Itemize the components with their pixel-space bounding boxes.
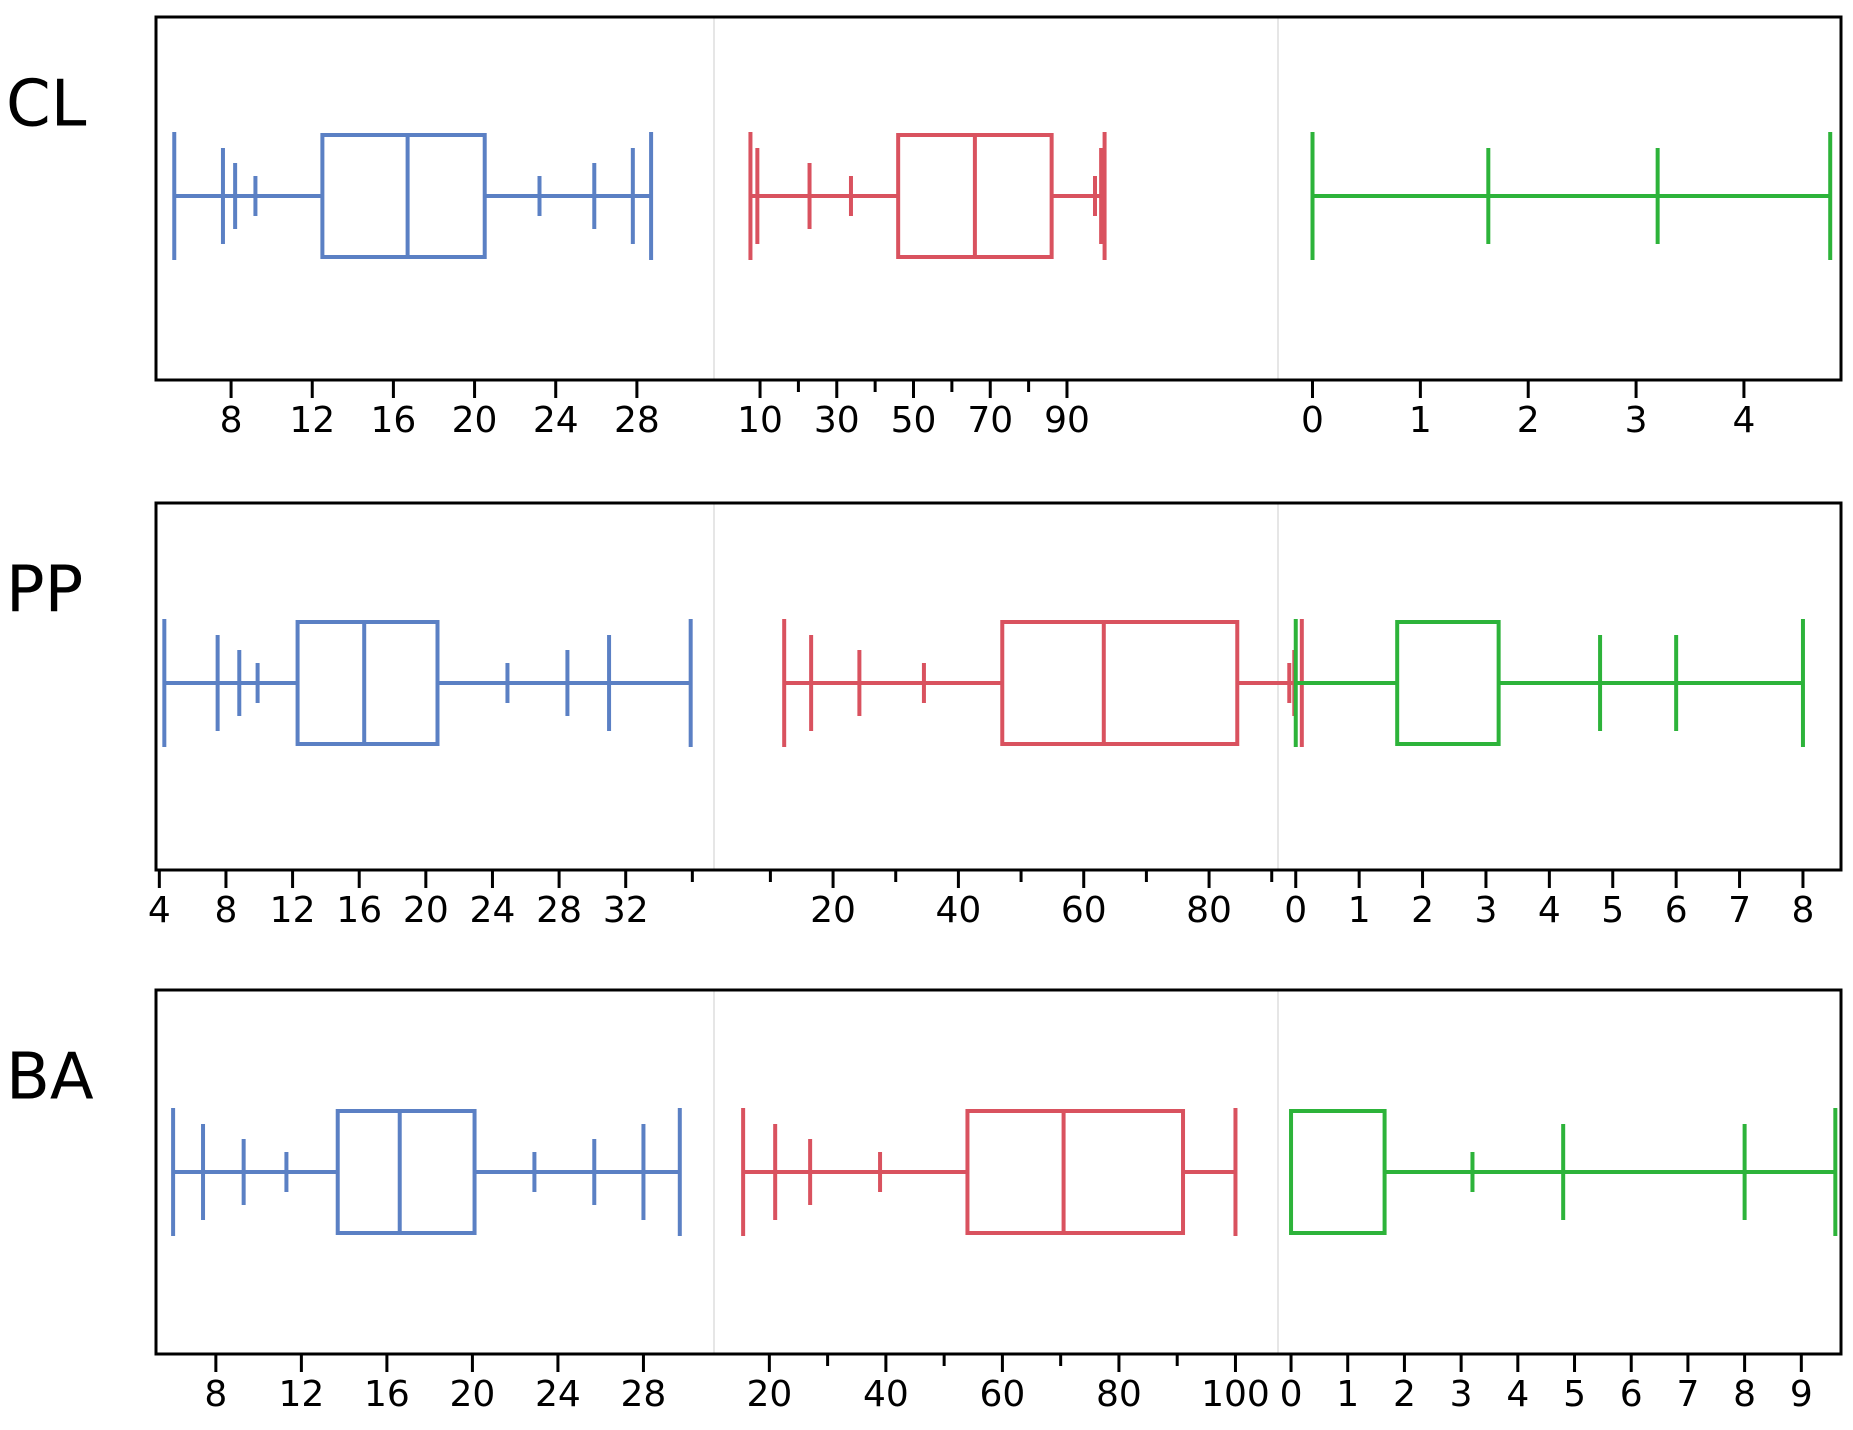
tick-label: 7 bbox=[1676, 1374, 1699, 1415]
plot-frame bbox=[154, 501, 1843, 872]
tick-label: 8 bbox=[215, 890, 238, 931]
tick-label: 20 bbox=[450, 1374, 496, 1415]
row-label: PP bbox=[6, 554, 83, 628]
tick-label: 4 bbox=[1506, 1374, 1529, 1415]
tick-label: 2 bbox=[1393, 1374, 1416, 1415]
tick-label: 3 bbox=[1625, 400, 1648, 441]
tick-label: 6 bbox=[1665, 890, 1688, 931]
plot-frame bbox=[154, 15, 1843, 382]
tick-label: 80 bbox=[1096, 1374, 1142, 1415]
tick-label: 12 bbox=[270, 890, 316, 931]
tick-label: 12 bbox=[289, 400, 335, 441]
tick-label: 60 bbox=[980, 1374, 1026, 1415]
tick-label: 32 bbox=[603, 890, 649, 931]
segment-blue: 8 12 16 20 24 28 bbox=[172, 132, 660, 441]
tick-label: 40 bbox=[863, 1374, 909, 1415]
tick-label: 5 bbox=[1601, 890, 1624, 931]
tick-label: 7 bbox=[1728, 890, 1751, 931]
tick-label: 0 bbox=[1280, 1374, 1303, 1415]
row-label: CL bbox=[6, 68, 87, 142]
tick-label: 1 bbox=[1409, 400, 1432, 441]
iqr-box bbox=[1000, 620, 1240, 746]
tick-label: 4 bbox=[148, 890, 171, 931]
tick-label: 6 bbox=[1620, 1374, 1643, 1415]
tick-label: 24 bbox=[533, 400, 579, 441]
segment-blue: 4 8 12 16 20 24 28 32 bbox=[148, 619, 694, 931]
tick-label: 80 bbox=[1186, 890, 1232, 931]
iqr-box bbox=[1395, 620, 1501, 746]
tick-label: 60 bbox=[1061, 890, 1107, 931]
tick-label: 90 bbox=[1044, 400, 1090, 441]
tick-label: 4 bbox=[1538, 890, 1561, 931]
tick-label: 40 bbox=[935, 890, 981, 931]
segment-blue: 8 12 16 20 24 28 bbox=[171, 1108, 682, 1415]
row-cl: CL8 12 16 20 24 28 10 30 50 70 90 0 1 2 3 4 bbox=[6, 15, 1843, 441]
tick-label: 16 bbox=[336, 890, 382, 931]
tick-label: 2 bbox=[1411, 890, 1434, 931]
tick-label: 20 bbox=[403, 890, 449, 931]
row-label: BA bbox=[6, 1041, 94, 1115]
tick-label: 5 bbox=[1563, 1374, 1586, 1415]
row-ba: BA8 12 16 20 24 28 20 40 60 80 100 0 1 2 3 4 5 6 7 8 9 bbox=[6, 988, 1843, 1415]
segment-red: 10 30 50 70 90 bbox=[737, 132, 1107, 441]
tick-label: 28 bbox=[621, 1374, 667, 1415]
segment-red: 20 40 60 80 bbox=[768, 619, 1304, 931]
tick-label: 12 bbox=[278, 1374, 324, 1415]
tick-label: 0 bbox=[1301, 400, 1324, 441]
tick-label: 8 bbox=[220, 400, 243, 441]
tick-label: 9 bbox=[1790, 1374, 1813, 1415]
tick-label: 20 bbox=[746, 1374, 792, 1415]
plot-frame bbox=[154, 988, 1843, 1356]
row-pp: PP4 8 12 16 20 24 28 32 20 40 60 80 0 1 2 3 4 5 6 7 8 bbox=[6, 501, 1843, 931]
tick-label: 3 bbox=[1450, 1374, 1473, 1415]
tick-label: 1 bbox=[1348, 890, 1371, 931]
iqr-box bbox=[320, 133, 487, 259]
tick-label: 28 bbox=[536, 890, 582, 931]
iqr-box bbox=[295, 620, 440, 746]
tick-label: 4 bbox=[1732, 400, 1755, 441]
tick-label: 100 bbox=[1201, 1374, 1270, 1415]
segment-red: 20 40 60 80 100 bbox=[741, 1108, 1270, 1415]
tick-label: 20 bbox=[452, 400, 498, 441]
tick-label: 3 bbox=[1475, 890, 1498, 931]
iqr-box bbox=[965, 1109, 1186, 1235]
tick-label: 0 bbox=[1284, 890, 1307, 931]
tick-label: 2 bbox=[1517, 400, 1540, 441]
segment-green: 0 1 2 3 4 bbox=[1301, 132, 1833, 441]
tick-label: 24 bbox=[535, 1374, 581, 1415]
tick-label: 10 bbox=[737, 400, 783, 441]
tick-label: 20 bbox=[810, 890, 856, 931]
tick-label: 50 bbox=[891, 400, 937, 441]
iqr-box bbox=[335, 1109, 477, 1235]
tick-label: 16 bbox=[364, 1374, 410, 1415]
tick-label: 16 bbox=[370, 400, 416, 441]
tick-label: 30 bbox=[814, 400, 860, 441]
tick-label: 28 bbox=[614, 400, 660, 441]
tick-label: 70 bbox=[967, 400, 1013, 441]
tick-label: 8 bbox=[204, 1374, 227, 1415]
iqr-box bbox=[1289, 1109, 1387, 1235]
tick-label: 8 bbox=[1733, 1374, 1756, 1415]
tick-label: 8 bbox=[1792, 890, 1815, 931]
tick-label: 24 bbox=[470, 890, 516, 931]
tick-label: 1 bbox=[1336, 1374, 1359, 1415]
